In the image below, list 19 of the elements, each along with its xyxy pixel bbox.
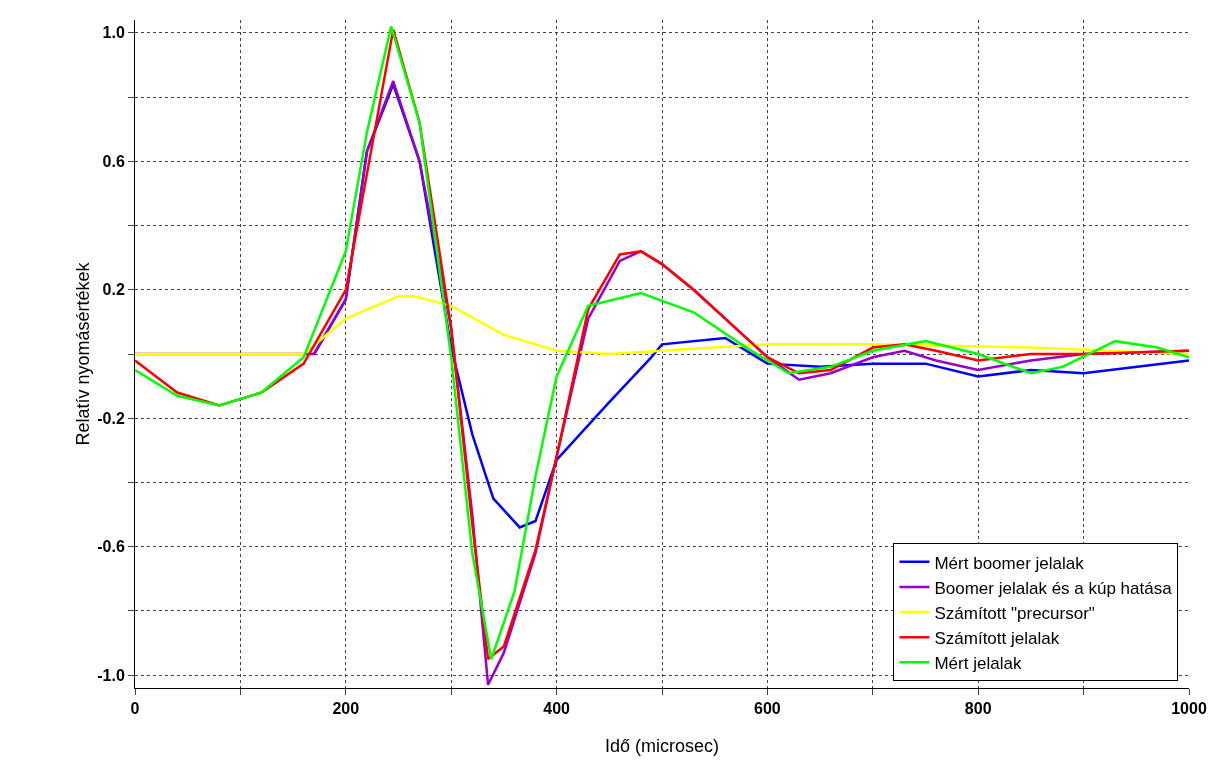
y-tick-label: 0.2 [102,281,125,299]
y-tick-label: -0.2 [97,409,125,427]
legend-label: Mért jelalak [934,653,1022,673]
x-tick-label: 200 [332,700,360,718]
legend-label: Boomer jelalak és a kúp hatása [934,578,1173,598]
y-tick-label: -1.0 [97,666,125,684]
y-tick-label: 0.6 [102,152,125,170]
x-tick-label: 1000 [1171,700,1207,718]
y-tick-label: 1.0 [102,24,125,42]
legend-label: Számított jelalak [934,628,1060,648]
y-axis-title: Relatív nyomásértékek [73,261,93,446]
y-tick-label: -0.6 [97,538,125,556]
x-tick-label: 800 [964,700,992,718]
x-axis-title: Idő (microsec) [604,736,720,756]
x-tick-label: 600 [754,700,781,718]
x-tick-label: 400 [543,700,571,718]
x-tick-label: 0 [130,700,140,718]
legend-label: Számított "precursor" [934,603,1095,623]
legend-label: Mért boomer jelalak [934,553,1085,573]
